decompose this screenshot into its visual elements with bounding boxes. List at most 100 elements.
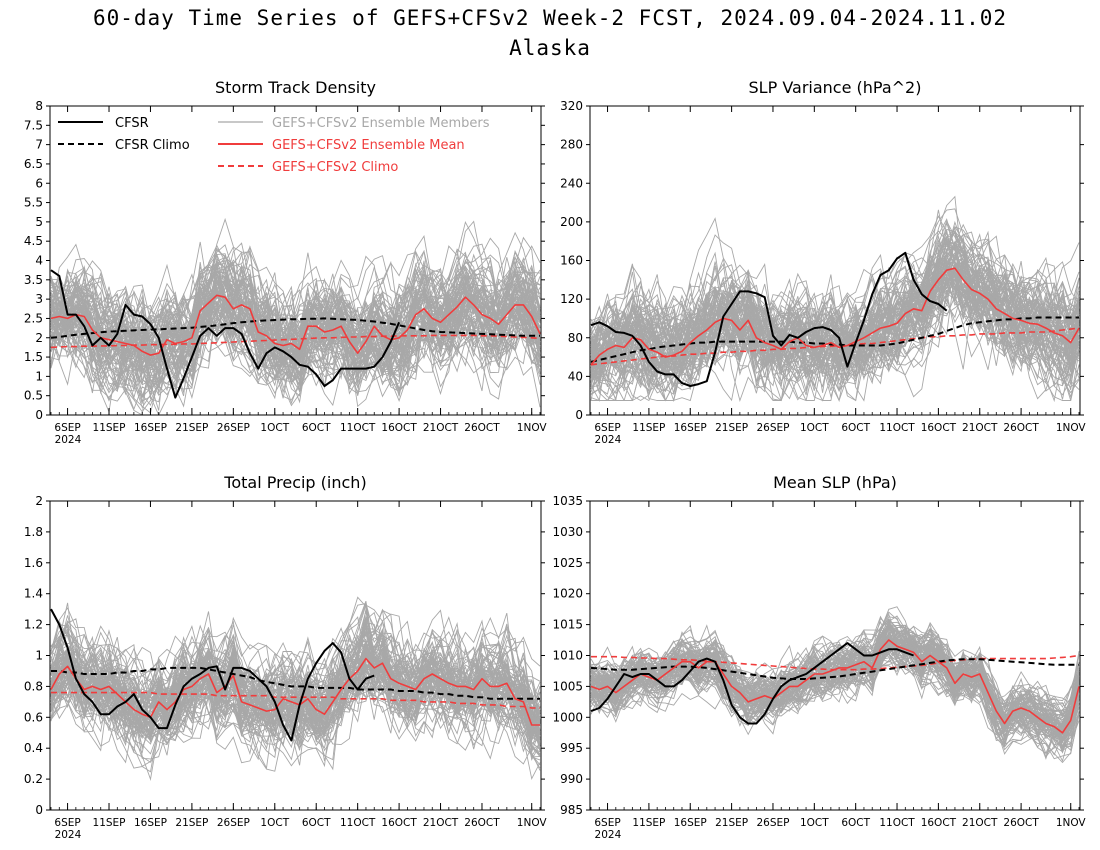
ensemble-member-line [50,268,541,353]
y-tick-label: 7.5 [24,118,43,132]
x-tick-label: 1NOV [517,422,548,434]
y-tick-label: 2 [35,494,43,508]
ensemble-member-line [590,616,1080,730]
x-tick-label: 21OCT [423,817,459,829]
y-tick-label: 1025 [552,556,583,570]
ensemble-member-line [50,271,541,374]
y-tick-label: 160 [560,254,583,268]
legend-label-gefs-cfsv2-climo: GEFS+CFSv2 Climo [272,160,398,175]
x-tick-label: 6SEP [54,817,80,829]
y-tick-label: 240 [560,176,583,190]
x-tick-label: 1NOV [1056,817,1087,829]
x-tick-label: 11OCT [340,817,376,829]
x-tick-label: 16OCT [381,422,417,434]
ensemble-members [590,606,1080,764]
ensemble-member-line [50,611,541,731]
y-tick-label: 320 [560,99,583,113]
x-tick-label: 6SEP [594,817,620,829]
y-tick-label: 995 [560,741,583,755]
page-title: 60-day Time Series of GEFS+CFSv2 Week-2 … [92,6,1008,30]
x-tick-label: 16SEP [134,422,167,434]
x-tick-label: 11SEP [632,817,665,829]
ensemble-member-line [50,297,541,392]
ensemble-member-line [590,260,1080,357]
x-tick-label: 21OCT [962,817,998,829]
legend-label-cfsr: CFSR [115,116,149,131]
ensemble-member-line [590,233,1080,391]
y-tick-label: 5.5 [24,196,43,210]
series-cfsr-climo [50,317,540,339]
y-tick-label: 1010 [552,649,583,663]
y-tick-label: 1.6 [24,556,43,570]
y-tick-label: 6.5 [24,157,43,171]
ensemble-member-line [50,655,541,767]
ensemble-members [50,217,541,415]
ensemble-member-line [50,220,541,415]
ensemble-member-line [50,266,541,361]
x-year-label: 2024 [55,434,82,446]
x-tick-label: 6OCT [302,422,331,434]
y-tick-label: 990 [560,772,583,786]
x-tick-label: 11OCT [340,422,376,434]
y-tick-label: 8 [35,99,43,113]
x-tick-label: 11SEP [93,422,126,434]
x-tick-label: 21OCT [962,422,998,434]
y-tick-label: 1.5 [24,350,43,364]
ensemble-member-line [590,615,1080,727]
y-tick-label: 40 [568,369,583,383]
x-tick-label: 21OCT [423,422,459,434]
x-tick-label: 26OCT [1003,817,1039,829]
panel-title: SLP Variance (hPa^2) [749,78,922,97]
x-tick-label: 6OCT [302,817,331,829]
x-tick-label: 16SEP [674,422,707,434]
x-tick-label: 6SEP [54,422,80,434]
y-tick-label: 6 [35,176,43,190]
x-tick-label: 6OCT [841,817,870,829]
ensemble-member-line [590,646,1080,752]
ensemble-member-line [590,219,1080,390]
y-tick-label: 4.5 [24,234,43,248]
y-tick-label: 1.2 [24,618,43,632]
x-tick-label: 21SEP [175,817,208,829]
x-tick-label: 11OCT [879,817,915,829]
y-tick-label: 3 [35,292,43,306]
x-tick-label: 11OCT [879,422,915,434]
ensemble-member-line [590,253,1080,360]
ensemble-members [590,195,1080,403]
y-tick-label: 0.4 [24,741,43,755]
x-tick-label: 11SEP [632,422,665,434]
y-tick-label: 0.6 [24,710,43,724]
y-tick-label: 1.8 [24,525,43,539]
panel-title: Mean SLP (hPa) [773,473,897,492]
ensemble-member-line [50,655,541,735]
panel-mean-slp-hpa: Mean SLP (hPa) 985 990 995 1000 1005 1010 1015 1… [552,473,1086,841]
ensemble-member-line [50,259,541,371]
panel-storm-track-density: Storm Track Density 0 0.5 1 1.5 2 2.5 3 3.5 4 4.5 5… [24,78,548,446]
ensemble-member-line [50,626,541,764]
x-tick-label: 6SEP [594,422,620,434]
y-tick-label: 1 [35,369,43,383]
x-year-label: 2024 [55,829,82,841]
x-tick-label: 16OCT [381,817,417,829]
legend: CFSR CFSR Climo GEFS+CFSv2 Ensemble Member… [58,116,490,175]
ensemble-member-line [50,648,541,733]
y-tick-label: 1020 [552,587,583,601]
ensemble-members [50,596,541,781]
panel-title: Storm Track Density [215,78,376,97]
ensemble-member-line [50,615,541,744]
y-tick-label: 200 [560,215,583,229]
x-tick-label: 16OCT [921,422,957,434]
panel-total-precip-inch: Total Precip (inch) 0 0.2 0.4 0.6 0.8 1 1.2 1.4 1… [24,473,548,841]
ensemble-member-line [590,235,1080,378]
x-tick-label: 1NOV [1056,422,1087,434]
y-tick-label: 0 [575,408,583,422]
ensemble-member-line [590,275,1080,402]
y-tick-label: 2 [35,331,43,345]
y-tick-label: 1005 [552,679,583,693]
y-tick-label: 1000 [552,710,583,724]
y-tick-label: 0.5 [24,389,43,403]
y-tick-label: 1030 [552,525,583,539]
y-tick-label: 280 [560,138,583,152]
